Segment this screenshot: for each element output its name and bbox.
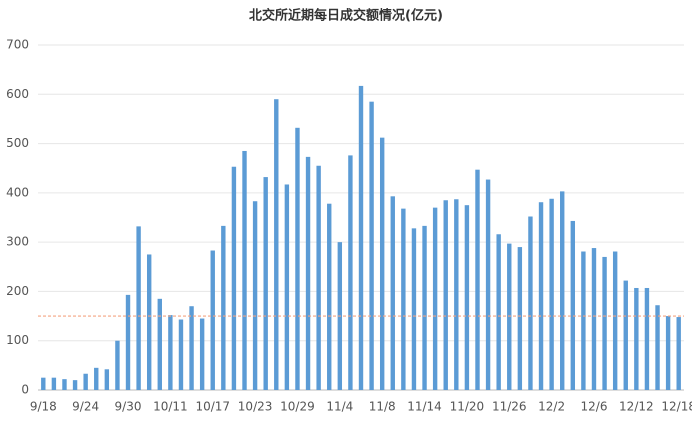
bar [41, 377, 46, 390]
bar [496, 234, 501, 390]
y-tick-label: 300 [6, 235, 29, 249]
bar [560, 191, 565, 390]
bar [634, 287, 639, 390]
bar [507, 243, 512, 390]
bar [528, 216, 533, 390]
bar [517, 247, 523, 390]
bar [644, 287, 650, 390]
bar [242, 150, 247, 390]
x-tick-label: 11/26 [492, 400, 527, 414]
bar [295, 127, 300, 391]
bar [538, 202, 544, 390]
x-tick-label: 12/6 [581, 400, 608, 414]
bar [221, 225, 226, 390]
bar [369, 101, 374, 390]
bar [549, 198, 554, 390]
bar [104, 369, 110, 390]
x-tick-label: 12/2 [538, 400, 565, 414]
bar [591, 248, 597, 390]
bar [570, 220, 576, 390]
bar [475, 169, 480, 390]
bar [51, 377, 57, 390]
bar [379, 137, 385, 390]
bar [443, 200, 448, 390]
bar [655, 305, 660, 390]
bar [602, 256, 607, 390]
y-tick-label: 500 [6, 136, 29, 150]
bar [390, 196, 395, 390]
bar [316, 165, 321, 390]
x-tick-label: 11/14 [407, 400, 442, 414]
bar [157, 298, 162, 390]
x-tick-label: 9/18 [30, 400, 57, 414]
y-tick-label: 700 [6, 38, 29, 52]
bar [623, 280, 628, 390]
bar [83, 373, 88, 390]
bar [665, 316, 671, 390]
bar [612, 251, 618, 390]
x-tick-label: 11/8 [369, 400, 396, 414]
bar [168, 315, 173, 390]
bar [72, 380, 78, 390]
bar [125, 294, 131, 390]
bar [189, 306, 194, 390]
bar [581, 251, 586, 390]
x-tick-label: 10/11 [153, 400, 188, 414]
x-tick-label: 11/20 [450, 400, 485, 414]
bar [432, 207, 438, 390]
chart-title: 北交所近期每日成交额情况(亿元) [249, 8, 443, 24]
x-tick-label: 10/29 [280, 400, 315, 414]
bar [401, 208, 406, 390]
bar [199, 318, 205, 390]
bar [115, 340, 120, 390]
bar [274, 99, 279, 390]
bar [252, 201, 258, 390]
y-tick-label: 400 [6, 185, 29, 199]
bar [464, 205, 470, 390]
bar [178, 319, 184, 390]
bar [284, 184, 290, 390]
bar [348, 155, 353, 390]
y-tick-label: 600 [6, 87, 29, 101]
x-tick-label: 10/17 [195, 400, 230, 414]
bar [146, 254, 152, 390]
x-tick-label: 10/23 [238, 400, 273, 414]
bar [94, 367, 99, 390]
bar [411, 228, 417, 390]
x-tick-label: 12/12 [619, 400, 654, 414]
bar [62, 379, 67, 390]
x-tick-label: 9/30 [115, 400, 142, 414]
x-tick-label: 9/24 [72, 400, 99, 414]
x-tick-label: 12/18 [661, 400, 692, 414]
y-tick-label: 100 [6, 333, 29, 347]
bar [422, 225, 427, 390]
bar [263, 177, 268, 390]
bar [676, 317, 681, 390]
y-tick-label: 200 [6, 284, 29, 298]
bar [305, 156, 311, 390]
y-tick-label: 0 [21, 383, 29, 397]
bar [327, 203, 332, 390]
x-tick-label: 11/4 [326, 400, 353, 414]
bar [136, 226, 141, 390]
bar [454, 199, 459, 390]
bar [210, 250, 215, 390]
bar [231, 166, 237, 390]
bar [358, 85, 364, 391]
bar [485, 179, 491, 390]
